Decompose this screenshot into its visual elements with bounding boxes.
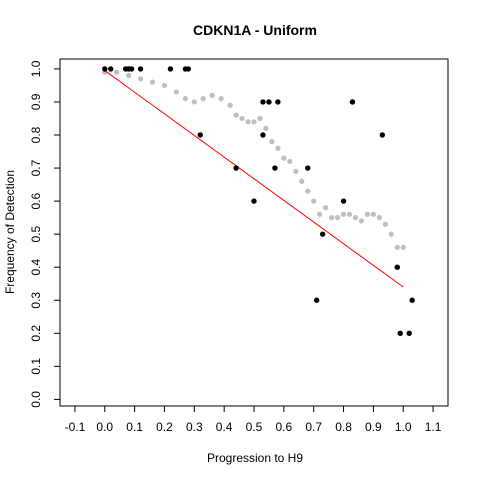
smooth-point: [346, 211, 353, 217]
smooth-point: [352, 215, 359, 221]
smooth-point: [182, 96, 188, 102]
y-tick-label: 0.0: [29, 391, 43, 408]
smooth-point: [227, 102, 233, 108]
data-point: [167, 66, 174, 72]
x-tick-label: -0.1: [65, 420, 86, 434]
data-point: [233, 165, 239, 171]
data-point: [102, 66, 108, 72]
smooth-point: [233, 112, 239, 118]
y-tick-label: 0.5: [29, 225, 43, 242]
data-point: [397, 330, 403, 336]
data-point: [379, 132, 386, 138]
smooth-point: [218, 96, 224, 102]
data-point: [197, 132, 203, 138]
x-tick-label: 0.9: [365, 420, 382, 434]
y-tick-label: 0.7: [29, 159, 43, 176]
smooth-point: [329, 215, 335, 221]
smooth-point: [299, 178, 305, 184]
smooth-point: [311, 198, 317, 204]
smooth-point: [161, 82, 168, 89]
x-axis: -0.1 0.0 0.1 0.2 0.3 0.4 0.5 0.6 0.7 0.8 0.9 1.0 1.1: [65, 406, 442, 434]
y-tick-label: 0.6: [29, 192, 43, 209]
x-tick-label: 0.6: [276, 420, 293, 434]
data-point: [260, 132, 266, 138]
smooth-point: [287, 158, 293, 165]
data-point: [266, 99, 272, 105]
smooth-point: [275, 145, 281, 151]
y-tick-label: 0.3: [29, 292, 43, 309]
points-series: [102, 66, 415, 336]
smooth-point: [269, 139, 275, 145]
smooth-point: [340, 211, 347, 217]
smooth-point: [370, 211, 376, 217]
smooth-point: [400, 244, 406, 250]
smooth-point: [126, 72, 132, 79]
smooth-point: [200, 96, 206, 102]
data-point: [137, 66, 144, 72]
smooth-point: [263, 125, 269, 131]
smooth-point: [305, 188, 311, 194]
y-axis: 0.0 0.1 0.2 0.3 0.4 0.5 0.6 0.7 0.8 0.9 1.0: [29, 60, 60, 408]
data-point: [260, 99, 266, 105]
data-point: [406, 330, 412, 336]
x-tick-label: 0.5: [246, 420, 263, 434]
x-tick-label: 0.7: [305, 420, 322, 434]
x-tick-label: 0.4: [216, 420, 233, 434]
data-point: [313, 297, 320, 303]
chart-title: CDKN1A - Uniform: [193, 22, 317, 38]
smooth-point: [173, 89, 179, 95]
smooth-point: [114, 69, 120, 75]
data-point: [305, 165, 311, 171]
y-tick-label: 0.9: [29, 93, 43, 110]
x-axis-label: Progression to H9: [207, 451, 303, 465]
x-tick-label: 0.1: [126, 420, 143, 434]
smooth-point: [281, 155, 287, 161]
x-tick-label: 0.3: [186, 420, 203, 434]
data-point: [272, 165, 278, 171]
smooth-point: [137, 76, 144, 82]
data-point: [275, 99, 281, 105]
fit-line: [104, 70, 404, 288]
fit-line-series: [104, 70, 404, 288]
x-tick-label: 1.1: [425, 420, 442, 434]
x-tick-label: 0.2: [156, 420, 173, 434]
smooth-point: [293, 168, 299, 174]
smooth-series: [102, 69, 406, 250]
data-point: [108, 66, 114, 72]
smooth-point: [239, 115, 245, 122]
y-tick-label: 0.8: [29, 126, 43, 143]
smooth-point: [358, 218, 365, 224]
data-point: [319, 231, 326, 237]
smooth-point: [317, 211, 323, 217]
smooth-point: [394, 244, 400, 250]
smooth-point: [334, 215, 341, 221]
smooth-point: [364, 211, 371, 217]
smooth-point: [257, 115, 263, 122]
smooth-point: [376, 215, 382, 221]
x-tick-label: 0.0: [96, 420, 113, 434]
smooth-point: [382, 221, 388, 227]
smooth-point: [149, 79, 156, 85]
data-point: [409, 297, 415, 303]
data-point: [251, 198, 257, 204]
data-point: [185, 66, 192, 72]
y-tick-label: 0.4: [29, 259, 43, 276]
data-point: [349, 99, 356, 105]
x-tick-label: 1.0: [395, 420, 412, 434]
smooth-point: [323, 205, 329, 211]
data-point: [340, 198, 347, 204]
smooth-point: [251, 119, 257, 125]
smooth-point: [245, 119, 251, 125]
data-point: [128, 66, 135, 72]
y-tick-label: 0.1: [29, 358, 43, 375]
x-tick-label: 0.8: [335, 420, 352, 434]
y-axis-label: Frequency of Detection: [3, 170, 17, 294]
y-tick-label: 0.2: [29, 325, 43, 342]
smooth-point: [209, 92, 215, 98]
smooth-point: [388, 231, 394, 237]
smooth-point: [191, 99, 197, 105]
data-point: [394, 264, 400, 270]
y-tick-label: 1.0: [29, 60, 43, 77]
